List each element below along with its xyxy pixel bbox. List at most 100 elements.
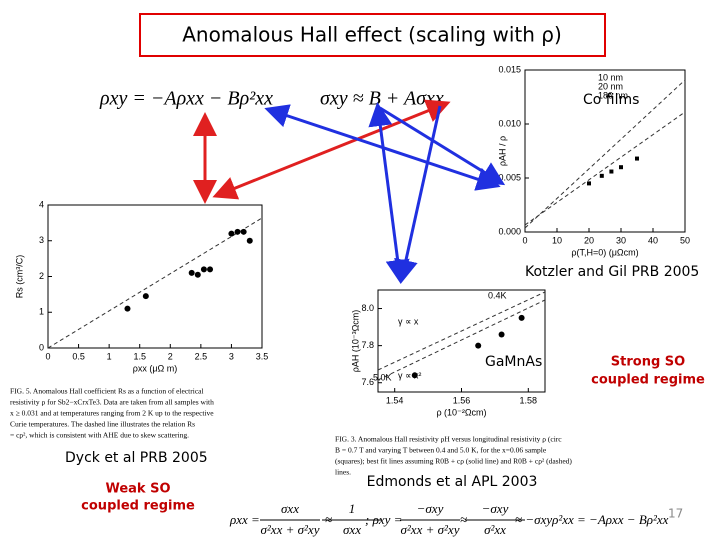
caption-line: FIG. 5. Anomalous Hall coefficient Rs as… [10,387,204,396]
equation-part: ≈ [325,512,332,527]
plot-frame [524,69,686,233]
title-box [139,13,606,57]
legend-entry: 10 nm [598,72,623,82]
caption-line: FIG. 3. Anomalous Hall resistivity ρH ve… [335,435,562,444]
y-tick-label: 7.8 [361,340,374,350]
data-point [124,305,131,312]
equation-part: σ²xx + σ²xy [401,522,460,537]
annotation: γ ∝ x² [398,370,421,380]
data-point [207,266,214,273]
y-axis-label: ρAH / ρ [497,136,507,166]
data-point [228,230,235,237]
equation-part: −σxy [482,501,509,516]
data-point [619,165,623,170]
y-tick-label: 0.010 [498,118,521,128]
x-tick-label: 3 [229,351,234,361]
x-tick-label: 2.5 [195,351,208,361]
caption-line: resistivity ρ for Sb2−xCrxTe3. Data are … [10,398,214,407]
y-axis-label: Rs (cm³/C) [14,255,24,299]
fit-line [47,217,263,349]
x-tick-label: 3.5 [256,351,269,361]
x-tick-label: 20 [584,235,594,245]
y-tick-label: 1 [39,307,44,317]
data-point [599,173,604,178]
arrow [368,102,410,284]
equation: σxy ≈ B + Aσxx [320,88,444,110]
data-point [194,271,201,278]
data-point [188,269,195,276]
x-tick-label: 0 [522,235,527,245]
title: Anomalous Hall effect (scaling with ρ) [182,23,562,47]
fit-line [377,291,546,371]
x-axis-label: ρ (10⁻²Ωcm) [436,407,486,417]
plot-frame [47,204,263,349]
legend-entry: 20 nm [598,81,623,91]
label: Kotzler and Gil PRB 2005 [525,264,699,280]
equation-part: σxx [343,522,361,537]
x-tick-label: 2 [168,351,173,361]
figures: 0 10 20 30 40 500.0000.0050.0100.015ρ(T,H=0) … [10,64,690,476]
label: Edmonds et al APL 2003 [367,474,538,490]
annotation: γ ∝ x [398,316,419,326]
x-tick-label: 0.5 [72,351,85,361]
equation-part: 1 [349,501,356,516]
equation-part: ≈ −σxyρ²xx = −Aρxx − Bρ²xx [515,512,669,527]
y-tick-label: 0.015 [498,64,521,74]
caption-line: (squares); best fit lines assuming R0B +… [335,457,572,466]
equation-part: σ²xx [484,522,506,537]
data-point [142,293,149,300]
x-tick-label: 1.56 [453,395,471,405]
data-point [475,342,482,349]
x-tick-label: 1.58 [520,395,538,405]
legend-entry: 186 nm [598,90,628,100]
fit-line [524,111,686,226]
label: coupled regime [591,373,705,388]
y-tick-label: 4 [39,199,44,209]
x-tick-label: 40 [648,235,658,245]
equation-part: ≈ [460,512,467,527]
y-tick-label: 2 [39,271,44,281]
data-point [609,169,614,174]
equation-part: ρxx = [229,512,260,527]
x-tick-label: 10 [552,235,562,245]
x-axis-label: ρ(T,H=0) (μΩcm) [571,247,638,257]
label: Strong SO [611,355,685,370]
label: Co films [583,92,639,108]
arrow [212,99,451,200]
label: Weak SO [105,482,170,497]
y-axis-label: ρAH (10⁻³Ωcm) [350,310,360,373]
annotation: 5.0K [373,372,392,382]
y-tick-label: 0.005 [498,172,521,182]
x-tick-label: 50 [680,235,690,245]
data-point [240,228,247,235]
y-tick-label: 7.6 [361,377,374,387]
equation-part: σ²xx + σ²xy [261,522,320,537]
caption-line: B = 0.7 T and varying T between 0.4 and … [335,446,547,455]
x-tick-label: 1.54 [386,395,404,405]
label: coupled regime [81,499,195,514]
equation-part: ; ρxy = [365,512,402,527]
label: GaMnAs [485,354,542,370]
arrow [379,106,506,186]
arrow [394,105,442,284]
x-tick-label: 30 [616,235,626,245]
data-point [587,181,591,186]
data-point [246,237,253,244]
arrows [193,99,506,284]
x-axis-label: ρxx (μΩ m) [133,363,178,373]
caption-line: Curie temperatures. The dashed line illu… [10,420,195,429]
data-point [498,331,505,338]
equation-part: −σxy [417,501,444,516]
data-point [635,156,639,161]
y-tick-label: 3 [39,235,44,245]
caption-line: x ≥ 0.031 and at temperatures ranging fr… [10,409,214,418]
equation-part: σxx [281,501,299,516]
data-point [411,372,418,379]
caption-line: lines. [335,468,351,477]
label: Dyck et al PRB 2005 [65,450,208,466]
fit-line [377,299,546,381]
page-number: 17 [668,507,683,521]
data-point [518,314,525,321]
y-tick-label: 0 [39,342,44,352]
